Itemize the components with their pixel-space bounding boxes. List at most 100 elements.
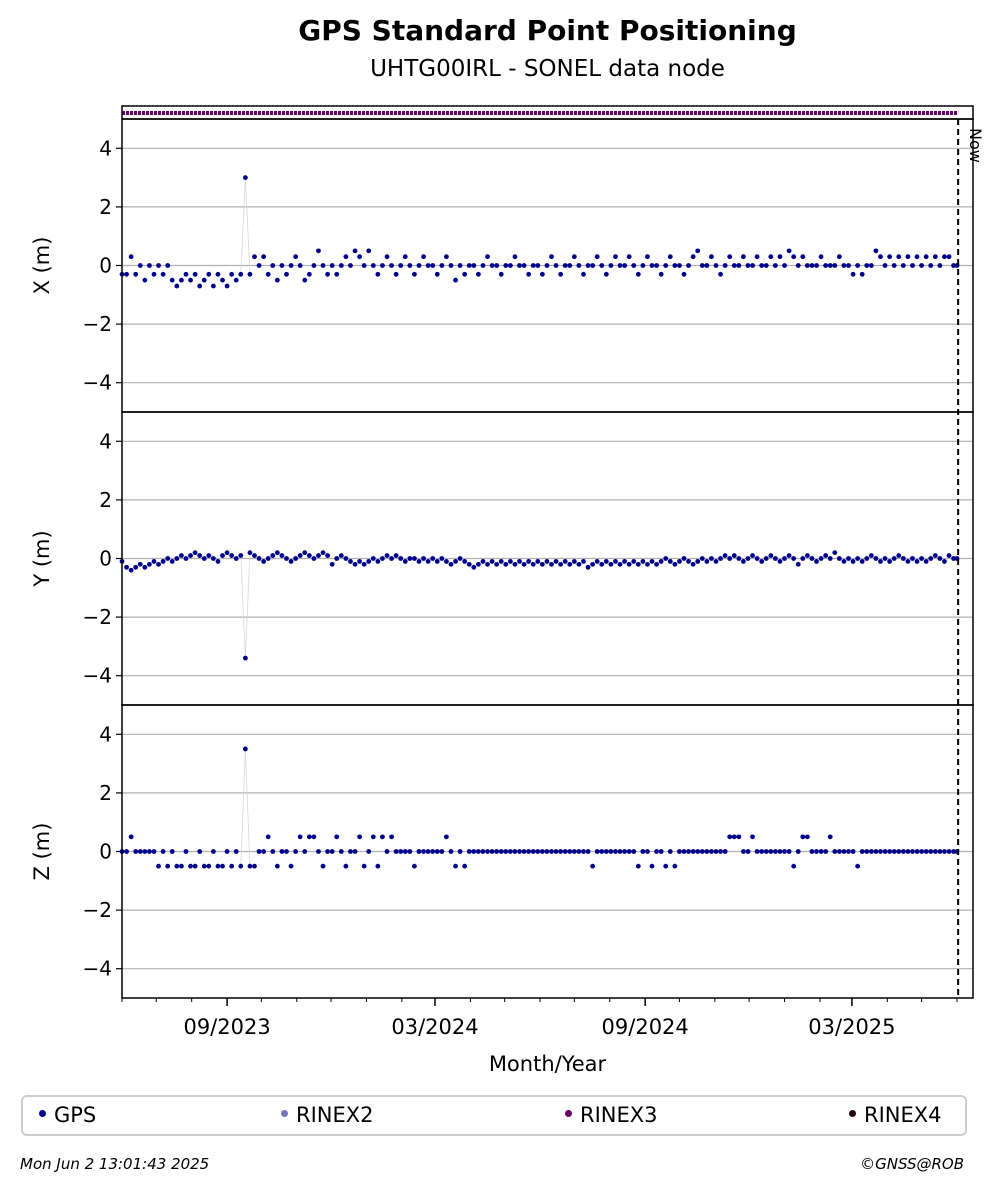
legend-item-rinex3: RINEX3: [565, 1103, 658, 1127]
data-point: [654, 561, 659, 567]
data-point: [836, 254, 842, 260]
data-point: [229, 863, 235, 869]
data-point: [804, 553, 810, 558]
data-point: [900, 849, 906, 854]
data-point: [475, 561, 481, 567]
data-point: [649, 559, 655, 564]
data-point: [206, 271, 212, 277]
data-point: [498, 849, 504, 854]
data-point: [878, 849, 883, 854]
data-point: [329, 263, 335, 268]
data-point: [242, 655, 248, 661]
data-point: [270, 553, 276, 558]
y-tick-label: 4: [99, 429, 112, 453]
data-point: [334, 271, 340, 277]
data-point: [576, 849, 582, 854]
data-point: [306, 553, 312, 558]
data-point: [635, 561, 641, 567]
legend-label: RINEX2: [296, 1103, 374, 1127]
data-point: [480, 849, 486, 854]
data-point: [361, 561, 367, 567]
data-point: [137, 561, 143, 567]
data-point: [613, 849, 618, 854]
data-point: [709, 556, 714, 561]
data-point: [265, 271, 271, 277]
legend-label: RINEX3: [580, 1103, 658, 1127]
data-point: [891, 849, 897, 854]
data-point: [658, 271, 664, 277]
data-point: [855, 263, 861, 268]
data-point: [814, 263, 819, 268]
data-point: [549, 849, 554, 854]
data-point: [306, 271, 312, 277]
data-point: [736, 263, 742, 268]
data-point: [782, 263, 787, 268]
data-point: [220, 277, 225, 283]
data-point: [800, 834, 806, 840]
data-point: [361, 263, 367, 268]
data-point: [471, 849, 477, 854]
data-point: [791, 863, 797, 869]
data-point: [142, 849, 148, 854]
data-point: [667, 849, 673, 854]
data-point: [444, 834, 449, 840]
data-point: [357, 834, 362, 840]
data-point: [800, 556, 806, 561]
data-point: [444, 254, 449, 260]
data-point: [475, 849, 481, 854]
data-point: [503, 263, 509, 268]
data-point: [489, 559, 495, 564]
data-point: [133, 849, 139, 854]
data-point: [274, 277, 280, 283]
data-point: [284, 556, 289, 561]
data-point: [626, 254, 632, 260]
data-point: [814, 849, 819, 854]
data-point: [750, 263, 755, 268]
y-tick-label: −4: [83, 371, 112, 395]
data-point: [375, 559, 381, 564]
data-point: [430, 849, 436, 854]
data-point: [914, 559, 920, 564]
data-point: [919, 263, 924, 268]
data-point: [855, 863, 861, 869]
data-point: [759, 559, 765, 564]
data-point: [453, 863, 458, 869]
data-point: [727, 254, 733, 260]
data-point: [325, 553, 331, 558]
data-point: [169, 849, 175, 854]
data-point: [343, 863, 349, 869]
data-point: [713, 559, 719, 564]
y-tick-label: −2: [83, 312, 112, 336]
data-point: [434, 559, 440, 564]
data-point: [252, 553, 257, 558]
data-point: [836, 556, 842, 561]
data-point: [919, 556, 924, 561]
data-point: [878, 559, 883, 564]
data-point: [480, 559, 486, 564]
data-point: [558, 271, 564, 277]
data-point: [951, 849, 956, 854]
data-point: [946, 254, 952, 260]
data-point: [599, 561, 605, 567]
data-point: [864, 849, 870, 854]
data-point: [658, 559, 664, 564]
data-point: [416, 263, 422, 268]
data-point: [489, 849, 495, 854]
data-point: [786, 248, 792, 254]
data-point: [265, 556, 271, 561]
data-point: [512, 254, 518, 260]
data-point: [763, 263, 769, 268]
data-point: [759, 849, 765, 854]
data-point: [256, 849, 262, 854]
data-point: [466, 849, 472, 854]
data-point: [823, 553, 829, 558]
data-point: [772, 556, 778, 561]
data-point: [343, 254, 349, 260]
data-point: [709, 849, 714, 854]
data-point: [571, 559, 577, 564]
data-point: [841, 559, 847, 564]
data-point: [804, 834, 810, 840]
data-point: [553, 559, 559, 564]
data-point: [261, 849, 267, 854]
data-point: [750, 834, 755, 840]
